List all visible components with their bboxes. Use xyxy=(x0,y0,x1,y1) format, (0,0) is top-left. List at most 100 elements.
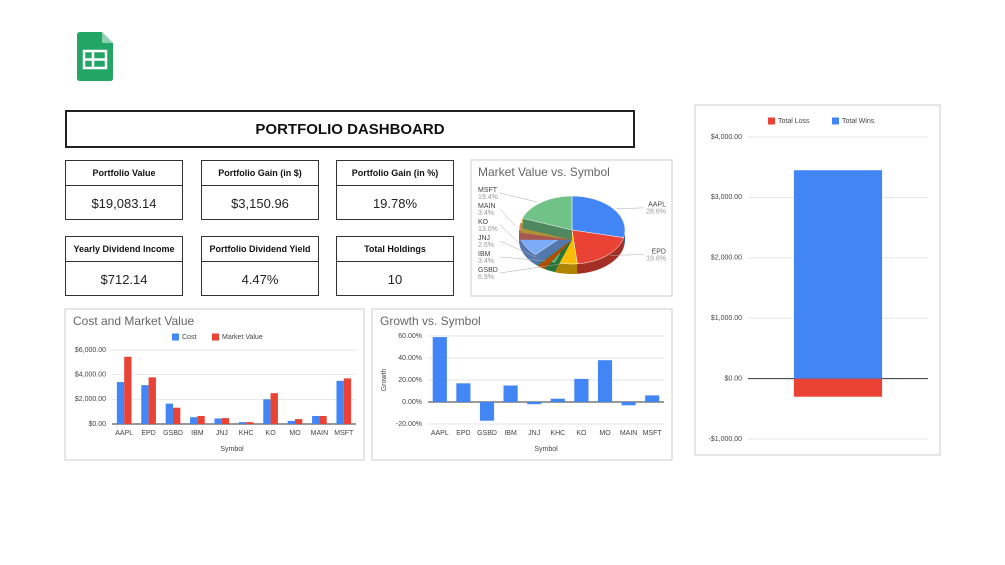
x-tick-label: MSFT xyxy=(643,430,663,437)
bar xyxy=(190,417,198,424)
leader-line xyxy=(610,254,645,256)
slice-label: IBM xyxy=(478,251,491,258)
y-tick-label: 20.00% xyxy=(398,377,422,384)
slice-label: KO xyxy=(478,219,489,226)
slice-top xyxy=(521,195,573,231)
y-tick-label: 40.00% xyxy=(398,355,422,362)
bar xyxy=(148,377,156,424)
y-tick-label: $0.00 xyxy=(724,375,742,382)
kpi-card: Portfolio Dividend Yield 4.47% xyxy=(201,236,319,296)
cost-panel xyxy=(64,308,365,461)
x-tick-label: GSBD xyxy=(477,430,497,437)
bar xyxy=(503,385,518,402)
y-tick-label: $1,000.00 xyxy=(711,315,742,322)
leader-line xyxy=(499,192,538,203)
kpi-value: 19.78% xyxy=(372,195,418,211)
bar xyxy=(432,337,447,402)
kpi-label: Portfolio Gain (in $) xyxy=(202,161,318,186)
y-tick-label: 60.00% xyxy=(398,333,422,340)
bar xyxy=(574,378,589,402)
slice-label: GSBD xyxy=(478,267,498,274)
chart-title: Cost and Market Value xyxy=(73,314,194,328)
y-tick-label: $4,000.00 xyxy=(75,372,106,379)
x-tick-label: MSFT xyxy=(334,430,354,437)
bar xyxy=(597,360,613,402)
y-tick-label: -20.00% xyxy=(396,421,422,428)
chart-title: Market Value vs. Symbol xyxy=(478,165,610,179)
x-tick-label: IBM xyxy=(191,430,204,437)
kpi-label: Portfolio Value xyxy=(66,161,182,186)
bar xyxy=(116,382,125,424)
legend-swatch xyxy=(768,117,775,125)
bar xyxy=(214,418,222,424)
slice-top xyxy=(571,229,624,265)
bar xyxy=(263,399,271,424)
legend-swatch xyxy=(172,333,179,341)
slice-value-label: 3.4% xyxy=(478,258,494,265)
leader-line xyxy=(499,240,537,258)
bar xyxy=(336,380,344,424)
bar xyxy=(645,395,660,402)
x-tick-label: GSBD xyxy=(163,430,183,437)
slice-label: JNJ xyxy=(478,235,490,242)
slice-value-label: 28.6% xyxy=(646,209,666,216)
x-tick-label: IBM xyxy=(504,430,517,437)
leader-line xyxy=(499,208,516,227)
slice-label: AAPL xyxy=(648,202,666,209)
bar xyxy=(456,383,471,402)
x-tick-label: MAIN xyxy=(620,430,638,437)
bar xyxy=(287,420,295,424)
y-tick-label: -$1,000.00 xyxy=(709,436,743,443)
legend-swatch xyxy=(832,117,839,125)
x-tick-label: KHC xyxy=(239,430,254,437)
bar xyxy=(312,415,320,424)
bar xyxy=(270,393,278,424)
kpi-label: Portfolio Gain (in %) xyxy=(337,161,453,186)
y-tick-label: 0.00% xyxy=(402,399,422,406)
bar xyxy=(141,385,149,424)
bar xyxy=(295,419,303,424)
slice-label: MAIN xyxy=(478,203,496,210)
kpi-label: Portfolio Dividend Yield xyxy=(202,237,318,262)
kpi-value: $19,083.14 xyxy=(91,195,157,211)
dashboard-title: PORTFOLIO DASHBOARD xyxy=(65,110,635,148)
x-axis-label: Symbol xyxy=(220,446,244,453)
kpi-card: Portfolio Value $19,083.14 xyxy=(65,160,183,220)
legend-label: Total Wins xyxy=(842,118,875,125)
x-tick-label: EPD xyxy=(456,430,470,437)
slice-value-label: 2.6% xyxy=(478,242,494,249)
x-axis-label: Symbol xyxy=(534,446,558,453)
x-tick-label: EPD xyxy=(141,430,155,437)
x-tick-label: AAPL xyxy=(115,430,133,437)
kpi-card: Total Holdings 10 xyxy=(336,236,454,296)
slice-top xyxy=(571,195,626,238)
slice-label: MSFT xyxy=(478,187,498,194)
y-tick-label: $2,000.00 xyxy=(711,255,742,262)
slice-value-label: 3.4% xyxy=(478,210,494,217)
slice-value-label: 13.0% xyxy=(478,226,498,233)
slice-label: EPD xyxy=(652,248,666,255)
y-tick-label: $3,000.00 xyxy=(711,194,742,201)
sheets-icon xyxy=(77,32,113,81)
x-tick-label: AAPL xyxy=(431,430,449,437)
slice-value-label: 6.9% xyxy=(478,274,494,281)
leader-line xyxy=(499,256,546,262)
x-tick-label: MO xyxy=(599,430,611,437)
bar xyxy=(479,402,495,421)
x-tick-label: KO xyxy=(266,430,277,437)
bar xyxy=(527,402,542,405)
leader-line xyxy=(499,263,562,274)
legend-label: Market Value xyxy=(222,334,263,341)
x-tick-label: KHC xyxy=(550,430,565,437)
x-tick-label: JNJ xyxy=(216,430,228,437)
legend-swatch xyxy=(212,333,219,341)
x-tick-label: MAIN xyxy=(311,430,329,437)
bar xyxy=(793,170,883,379)
growth-panel xyxy=(371,308,673,461)
legend-label: Cost xyxy=(182,334,196,341)
y-tick-label: $6,000.00 xyxy=(75,347,106,354)
bar xyxy=(238,422,247,424)
kpi-value: 4.47% xyxy=(241,271,279,287)
